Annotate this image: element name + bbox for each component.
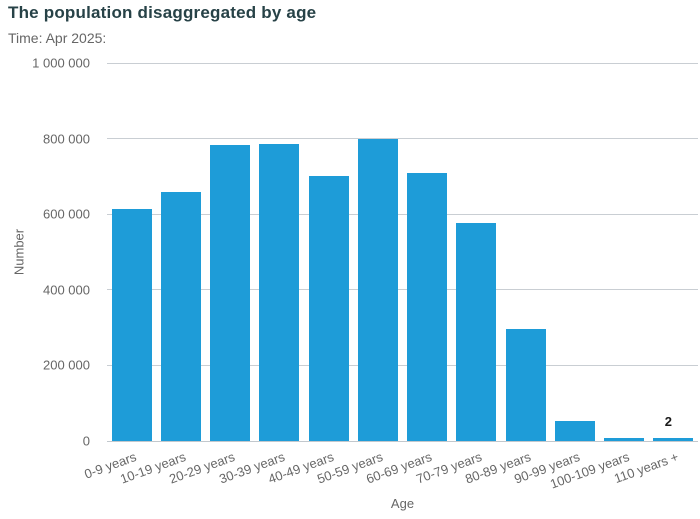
bar-30-39-years[interactable] bbox=[259, 144, 300, 441]
bar-90-99-years[interactable] bbox=[554, 421, 595, 441]
y-tick-label: 200 000 bbox=[43, 357, 90, 373]
gridline bbox=[107, 138, 698, 140]
chart-subtitle: Time: Apr 2025: bbox=[8, 30, 107, 46]
chart-title: The population disaggregated by age bbox=[8, 3, 317, 22]
y-tick-label: 400 000 bbox=[43, 282, 90, 298]
x-axis-line bbox=[107, 441, 698, 442]
bar-20-29-years[interactable] bbox=[210, 145, 251, 441]
bar-50-59-years[interactable] bbox=[357, 139, 398, 441]
y-tick-label: 600 000 bbox=[43, 206, 90, 222]
y-axis-title: Number bbox=[11, 228, 27, 276]
y-tick-label: 1 000 000 bbox=[32, 55, 90, 71]
bar-0-9-years[interactable] bbox=[111, 209, 152, 441]
bar-80-89-years[interactable] bbox=[505, 329, 546, 441]
bar-60-69-years[interactable] bbox=[407, 173, 448, 441]
bar-10-19-years[interactable] bbox=[160, 192, 201, 441]
y-tick-label: 800 000 bbox=[43, 131, 90, 147]
bar-100-109-years[interactable] bbox=[604, 438, 645, 441]
bar-40-49-years[interactable] bbox=[308, 176, 349, 441]
gridline bbox=[107, 289, 698, 291]
gridline bbox=[107, 364, 698, 366]
bar-110-years[interactable] bbox=[653, 438, 694, 441]
gridline bbox=[107, 213, 698, 215]
y-tick-label: 0 bbox=[82, 433, 90, 449]
bar-70-79-years[interactable] bbox=[456, 223, 497, 441]
gridline bbox=[107, 62, 698, 64]
data-label-110-years: 2 bbox=[664, 414, 672, 429]
x-axis-title: Age bbox=[390, 496, 415, 511]
